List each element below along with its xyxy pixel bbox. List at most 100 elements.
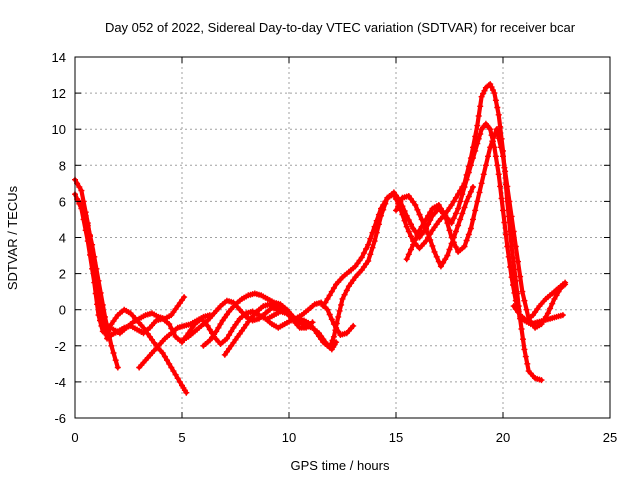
x-tick-label: 25 — [603, 430, 617, 445]
data-point-marker — [500, 153, 506, 160]
data-point-marker — [433, 253, 440, 260]
data-point-marker — [365, 258, 372, 264]
data-point-marker — [399, 211, 406, 218]
data-point-marker — [104, 323, 111, 330]
data-point-marker — [170, 368, 177, 375]
data-point-marker — [489, 138, 496, 145]
data-point-marker — [452, 244, 459, 251]
data-point-marker — [166, 360, 173, 367]
series-sat-e — [136, 312, 213, 371]
data-point-marker — [204, 322, 211, 329]
y-tick-label: -2 — [54, 339, 66, 354]
x-axis-label: GPS time / hours — [291, 458, 390, 473]
data-point-marker — [78, 203, 85, 210]
data-point-marker — [330, 333, 337, 340]
data-point-marker — [401, 217, 408, 224]
data-point-marker — [440, 259, 447, 266]
data-point-marker — [228, 328, 235, 335]
data-point-marker — [455, 222, 462, 229]
data-point-marker — [80, 208, 87, 214]
data-point-marker — [461, 204, 468, 211]
data-point-marker — [440, 209, 447, 216]
y-axis-label: SDTVAR / TECUs — [5, 185, 20, 290]
data-point-marker — [448, 234, 455, 241]
data-point-marker — [510, 228, 517, 235]
tick-labels: 0 5 10 15 20 25 -6 -4 -2 0 2 4 6 8 10 12 14 — [52, 50, 618, 445]
data-point-marker — [510, 255, 516, 261]
data-point-marker — [470, 184, 476, 190]
data-point-marker — [506, 198, 513, 205]
data-point-marker — [450, 215, 457, 222]
data-point-marker — [108, 342, 115, 349]
data-point-marker — [350, 322, 357, 329]
data-point-marker — [444, 220, 451, 227]
data-point-marker — [412, 202, 419, 208]
data-point-marker — [393, 207, 399, 214]
data-point-marker — [166, 321, 173, 328]
data-point-marker — [217, 321, 224, 328]
data-point-marker — [495, 135, 502, 142]
data-point-marker — [425, 230, 432, 237]
data-point-marker — [524, 360, 531, 367]
data-point-marker — [95, 312, 102, 319]
data-point-marker — [329, 337, 336, 344]
data-point-marker — [97, 289, 104, 296]
data-point-marker — [519, 288, 526, 295]
data-point-marker — [215, 324, 222, 331]
series-sat-c — [76, 198, 121, 371]
data-point-marker — [416, 227, 423, 234]
y-tick-label: 8 — [59, 158, 66, 173]
series-sat-l — [403, 126, 569, 331]
data-point-marker — [497, 144, 504, 151]
data-point-marker — [442, 256, 449, 263]
data-point-marker — [498, 195, 505, 202]
data-point-marker — [365, 241, 372, 248]
data-point-marker — [367, 251, 374, 258]
data-point-marker — [437, 205, 444, 212]
data-point-marker — [333, 339, 340, 346]
data-point-marker — [475, 113, 482, 119]
data-point-marker — [494, 104, 501, 111]
x-tick-label: 5 — [178, 430, 185, 445]
data-point-marker — [213, 328, 220, 335]
data-point-marker — [97, 317, 103, 324]
data-point-marker — [326, 311, 333, 318]
data-point-marker — [470, 144, 476, 151]
data-point-marker — [181, 294, 188, 301]
data-point-marker — [520, 336, 526, 343]
y-tick-label: 2 — [59, 267, 66, 282]
data-point-marker — [403, 256, 410, 263]
data-point-marker — [427, 217, 434, 224]
data-point-marker — [431, 248, 438, 255]
data-point-marker — [427, 236, 434, 243]
data-point-marker — [463, 198, 470, 205]
data-point-marker — [461, 180, 468, 187]
data-point-marker — [371, 223, 378, 230]
data-point-marker — [463, 171, 470, 178]
chart-title: Day 052 of 2022, Sidereal Day-to-day VTE… — [105, 20, 576, 35]
data-point-marker — [423, 216, 429, 223]
data-point-marker — [241, 324, 248, 331]
data-point-marker — [512, 243, 519, 250]
data-point-marker — [367, 235, 374, 242]
data-point-marker — [562, 279, 569, 286]
data-point-marker — [493, 126, 500, 133]
data-point-marker — [494, 162, 501, 169]
data-point-marker — [521, 346, 528, 353]
data-point-marker — [502, 168, 509, 175]
series-sat-m — [510, 279, 569, 324]
x-tick-label: 0 — [71, 430, 78, 445]
data-point-marker — [429, 242, 436, 249]
x-tick-label: 15 — [389, 430, 403, 445]
data-point-marker — [450, 239, 457, 246]
data-point-marker — [425, 212, 432, 219]
y-tick-label: 12 — [52, 86, 66, 101]
data-point-marker — [446, 246, 453, 253]
data-point-marker — [94, 301, 101, 308]
data-point-marker — [474, 122, 481, 129]
data-point-marker — [446, 227, 453, 234]
data-point-marker — [495, 111, 502, 118]
data-point-marker — [491, 90, 498, 97]
